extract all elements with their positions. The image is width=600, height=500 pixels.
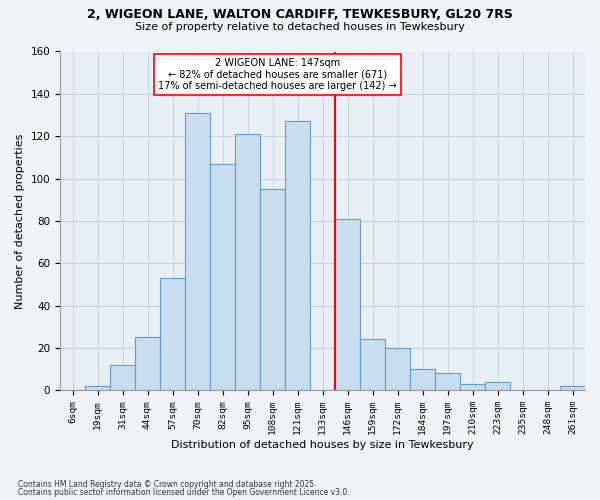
Bar [435, 374, 460, 390]
Text: 2, WIGEON LANE, WALTON CARDIFF, TEWKESBURY, GL20 7RS: 2, WIGEON LANE, WALTON CARDIFF, TEWKESBU… [87, 8, 513, 20]
Bar [460, 384, 485, 390]
Bar [485, 382, 510, 390]
Bar [135, 338, 160, 390]
Bar [210, 164, 235, 390]
Bar [160, 278, 185, 390]
Bar [385, 348, 410, 390]
Text: Size of property relative to detached houses in Tewkesbury: Size of property relative to detached ho… [135, 22, 465, 32]
Text: Contains HM Land Registry data © Crown copyright and database right 2025.: Contains HM Land Registry data © Crown c… [18, 480, 317, 489]
Bar [360, 340, 385, 390]
X-axis label: Distribution of detached houses by size in Tewkesbury: Distribution of detached houses by size … [171, 440, 474, 450]
Bar [110, 365, 135, 390]
Bar [560, 386, 585, 390]
Text: 2 WIGEON LANE: 147sqm
← 82% of detached houses are smaller (671)
17% of semi-det: 2 WIGEON LANE: 147sqm ← 82% of detached … [158, 58, 397, 91]
Text: Contains public sector information licensed under the Open Government Licence v3: Contains public sector information licen… [18, 488, 350, 497]
Y-axis label: Number of detached properties: Number of detached properties [15, 133, 25, 308]
Bar [235, 134, 260, 390]
Bar [285, 122, 310, 390]
Bar [335, 218, 360, 390]
Bar [410, 369, 435, 390]
Bar [85, 386, 110, 390]
Bar [185, 113, 210, 390]
Bar [260, 189, 285, 390]
